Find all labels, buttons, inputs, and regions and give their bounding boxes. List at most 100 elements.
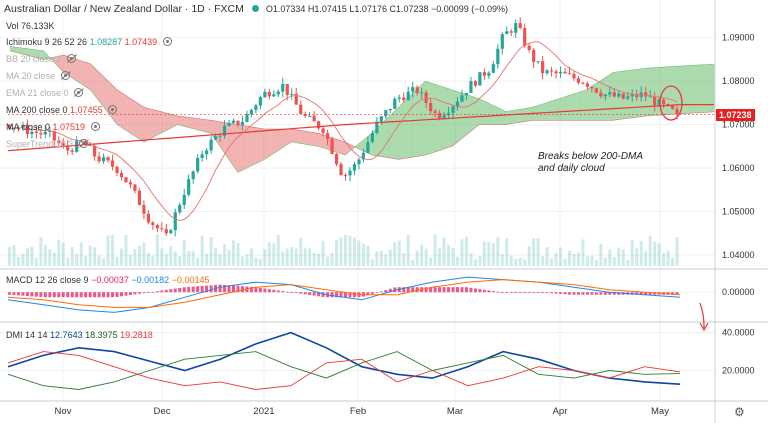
x-tick-label: Nov (55, 406, 72, 417)
candle-body (61, 143, 65, 146)
cloud-segment (415, 87, 419, 157)
visibility-eye-icon[interactable] (78, 139, 88, 148)
volume-bar (424, 248, 428, 266)
macd-histogram-bar (299, 292, 303, 294)
indicator-row[interactable]: MA 20 close (6, 71, 70, 82)
volume-legend: Vol 76.133K (6, 21, 55, 31)
cloud-segment (20, 47, 24, 55)
candle-body (299, 104, 303, 114)
candle-body (653, 96, 657, 106)
candle-body (576, 78, 581, 83)
cloud-segment (93, 67, 98, 99)
indicator-value: 1.08287 (89, 37, 125, 47)
cloud-segment (83, 61, 88, 88)
candle-body (527, 45, 531, 51)
indicator-row[interactable]: MA close 0 1.07519 (6, 122, 100, 133)
visibility-eye-icon[interactable] (67, 54, 77, 63)
volume-bar (312, 253, 316, 266)
volume-bar (612, 257, 616, 266)
macd-histogram-bar (281, 291, 285, 293)
macd-histogram-bar (205, 285, 209, 293)
candle-body (675, 108, 679, 115)
y-tick-label: 1.05000 (722, 207, 755, 217)
cloud-segment (314, 132, 319, 147)
candle-body (70, 150, 74, 152)
volume-bar (447, 244, 451, 266)
cloud-segment (458, 92, 463, 141)
macd-histogram-bar (648, 292, 652, 295)
macd-histogram-bar (559, 292, 563, 294)
y-tick-label: 40.0000 (722, 328, 755, 338)
candle-body (518, 23, 522, 28)
candlesticks (7, 17, 679, 237)
cloud-segment (80, 60, 84, 86)
visibility-eye-icon[interactable] (90, 122, 100, 131)
volume-bar (70, 247, 74, 266)
indicator-row[interactable]: SuperTrend 10 3 (6, 139, 88, 150)
indicator-row[interactable]: Ichimoku 9 26 52 26 1.08287 1.07439 (6, 37, 172, 48)
visibility-eye-icon[interactable] (162, 37, 172, 46)
candle-body (554, 71, 558, 74)
candle-body (581, 82, 585, 84)
cloud-segment (395, 107, 399, 160)
cloud-segment (408, 94, 412, 158)
cloud-segment (187, 117, 191, 129)
macd-histogram-bar (294, 292, 298, 294)
volume-bar (339, 237, 343, 266)
indicator-row[interactable]: BB 20 close 2 (6, 54, 77, 65)
cloud-segment (234, 124, 238, 173)
cloud-segment (127, 96, 131, 134)
volume-bar (258, 258, 262, 266)
settings-gear-icon[interactable]: ⚙ (734, 405, 745, 419)
volume-bar (370, 259, 374, 266)
macd-histogram-bar (536, 292, 540, 294)
cloud-segment (291, 128, 295, 143)
macd-histogram-bar (523, 292, 527, 294)
macd-histogram-bar (438, 287, 442, 293)
volume-bar (151, 255, 155, 266)
visibility-eye-icon[interactable] (60, 71, 70, 80)
candle-body (39, 133, 43, 135)
volume-bar (249, 248, 253, 266)
macd-histogram-bar (173, 288, 177, 293)
live-dot (252, 5, 260, 12)
indicator-row[interactable]: EMA 21 close 0 (6, 88, 84, 99)
macd-histogram-bar (482, 289, 486, 293)
macd-histogram-bar (240, 286, 244, 293)
macd-histogram-bar (541, 292, 545, 294)
candle-body (361, 152, 366, 160)
volume-bar (536, 238, 540, 266)
volume-bar (272, 243, 276, 266)
macd-histogram-bar (473, 288, 477, 293)
cloud-segment (123, 94, 128, 132)
candle-body (612, 92, 616, 97)
volume-bar (321, 240, 325, 266)
cloud-segment (103, 76, 108, 112)
volume-bar (585, 256, 589, 266)
cloud-segment (33, 49, 37, 58)
cloud-segment (472, 96, 476, 131)
visibility-eye-icon[interactable] (74, 88, 84, 97)
candle-body (514, 23, 518, 33)
cloud-segment (298, 130, 302, 144)
indicator-row[interactable]: MA 200 close 0 1.07455 (6, 105, 118, 116)
indicator-value: 1.07519 (52, 122, 88, 132)
visibility-eye-icon[interactable] (108, 105, 118, 114)
volume-bar (559, 247, 563, 266)
volume-bar (438, 248, 442, 266)
candle-body (34, 131, 38, 134)
volume-bar (550, 258, 554, 266)
macd-histogram-bar (66, 292, 70, 298)
volume-bar (581, 239, 585, 266)
candle-body (128, 182, 133, 185)
cloud-segment (636, 69, 640, 118)
volume-bar (433, 234, 437, 266)
macd-histogram-bar (572, 292, 576, 295)
candle-body (348, 170, 352, 176)
macd-histogram-bar (128, 292, 132, 296)
volume-bar (254, 257, 258, 266)
macd-histogram-bar (487, 290, 491, 293)
macd-histogram-bar (187, 286, 191, 293)
cloud-segment (251, 126, 255, 166)
candle-body (200, 154, 204, 159)
